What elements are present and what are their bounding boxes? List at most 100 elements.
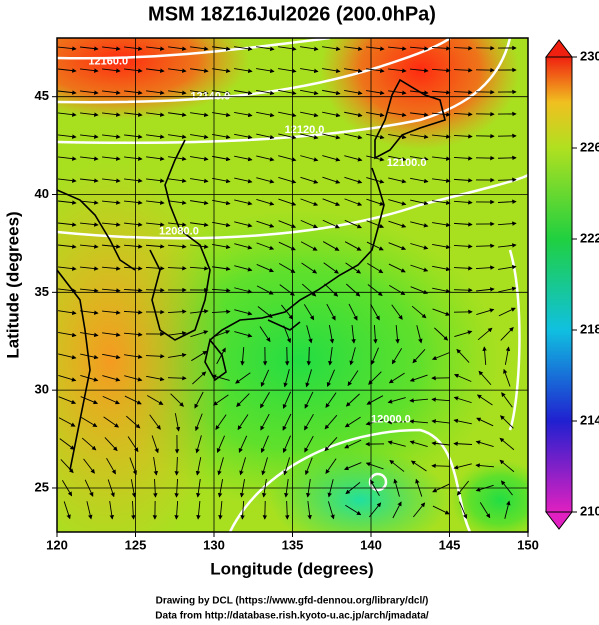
flow-arrow xyxy=(80,310,99,315)
flow-arrow xyxy=(58,353,77,360)
flow-arrow xyxy=(322,46,341,51)
flow-arrow xyxy=(370,303,380,321)
flow-arrow xyxy=(168,222,187,227)
flow-arrow xyxy=(58,266,77,271)
flow-arrow xyxy=(453,178,473,183)
flow-arrow xyxy=(146,134,165,139)
flow-arrow xyxy=(344,219,362,229)
flow-arrow xyxy=(412,349,426,364)
flow-arrow xyxy=(453,156,473,161)
flow-arrow xyxy=(190,134,209,140)
flow-arrow xyxy=(190,309,209,314)
flow-arrow xyxy=(212,155,231,162)
flow-arrow xyxy=(409,68,429,73)
flow-arrow xyxy=(351,325,356,344)
flow-arrow xyxy=(168,134,187,139)
flow-arrow xyxy=(170,393,184,407)
flow-arrow xyxy=(410,177,429,184)
flow-arrow xyxy=(344,90,363,96)
flow-arrow xyxy=(284,500,290,520)
flow-arrow xyxy=(453,396,472,404)
flow-arrow xyxy=(80,266,99,271)
flow-arrow xyxy=(304,435,314,453)
flow-arrow xyxy=(124,134,143,139)
flow-arrow xyxy=(370,347,379,365)
flow-arrow xyxy=(196,501,201,520)
x-axis-label: Longitude (degrees) xyxy=(210,559,373,578)
flow-arrow xyxy=(322,219,340,229)
flow-arrow xyxy=(391,348,403,365)
flow-arrow xyxy=(58,90,77,95)
flow-arrow xyxy=(392,501,402,519)
flow-arrow xyxy=(456,348,470,363)
flow-arrow xyxy=(167,309,187,314)
field-blob xyxy=(320,38,520,150)
flow-arrow xyxy=(431,419,450,424)
flow-arrow xyxy=(307,501,312,520)
flow-arrow xyxy=(300,111,319,118)
flow-arrow xyxy=(281,304,294,320)
flow-arrow xyxy=(256,111,275,118)
colorbar-body xyxy=(545,56,573,513)
flow-arrow xyxy=(167,375,187,381)
flow-arrow xyxy=(217,457,224,476)
x-tick-label: 120 xyxy=(46,537,68,552)
flow-arrow xyxy=(409,374,428,382)
flow-arrow xyxy=(190,46,209,51)
flow-arrow xyxy=(366,198,385,206)
flow-arrow xyxy=(348,303,358,321)
flow-arrow xyxy=(195,435,202,454)
flow-arrow xyxy=(145,244,165,249)
flow-arrow xyxy=(190,330,209,338)
flow-arrow xyxy=(344,155,363,162)
flow-arrow xyxy=(344,241,362,251)
colorbar-tick-label: 230 xyxy=(580,48,599,63)
flow-arrow xyxy=(349,347,356,366)
flow-arrow xyxy=(234,90,253,96)
flow-arrow xyxy=(304,413,314,431)
flow-arrow xyxy=(410,243,429,250)
flow-arrow xyxy=(102,178,121,183)
flow-arrow xyxy=(80,396,99,405)
flow-arrow xyxy=(453,244,473,249)
flow-arrow xyxy=(283,325,291,344)
flow-arrow xyxy=(322,68,341,74)
flow-arrow xyxy=(195,413,203,432)
y-tick-label: 30 xyxy=(35,382,49,397)
flow-arrow xyxy=(344,439,362,449)
flow-arrow xyxy=(190,156,209,162)
flow-arrow xyxy=(482,346,487,366)
flow-arrow xyxy=(146,222,165,227)
colorbar-tick-label: 218 xyxy=(580,321,599,336)
flow-arrow xyxy=(80,156,99,161)
flow-arrow xyxy=(366,220,385,229)
flow-arrow xyxy=(282,413,292,431)
flow-arrow xyxy=(124,354,143,359)
flow-arrow xyxy=(373,324,378,344)
flow-arrow xyxy=(168,352,187,358)
flow-arrow xyxy=(453,418,472,425)
flow-arrow xyxy=(212,199,231,206)
flow-arrow xyxy=(453,134,473,139)
flow-arrow xyxy=(123,266,143,271)
flow-arrow xyxy=(366,68,385,73)
flow-arrow xyxy=(476,417,494,427)
flow-arrow xyxy=(388,263,406,273)
flow-arrow xyxy=(124,46,143,51)
flow-arrow xyxy=(498,286,517,293)
flow-arrow xyxy=(80,375,99,382)
flow-arrow xyxy=(58,134,77,139)
flow-arrow xyxy=(124,90,143,95)
flow-arrow xyxy=(388,242,407,251)
flow-arrow xyxy=(174,413,181,432)
flow-arrow xyxy=(279,284,295,296)
flow-arrow xyxy=(102,134,121,139)
flow-arrow xyxy=(102,112,121,117)
flow-arrow xyxy=(216,347,226,365)
flow-arrow xyxy=(102,332,121,337)
flow-arrow xyxy=(58,331,77,338)
flow-arrow xyxy=(282,391,292,409)
flow-arrow xyxy=(146,68,165,73)
flow-arrow xyxy=(432,200,451,205)
flow-arrow xyxy=(454,330,473,338)
